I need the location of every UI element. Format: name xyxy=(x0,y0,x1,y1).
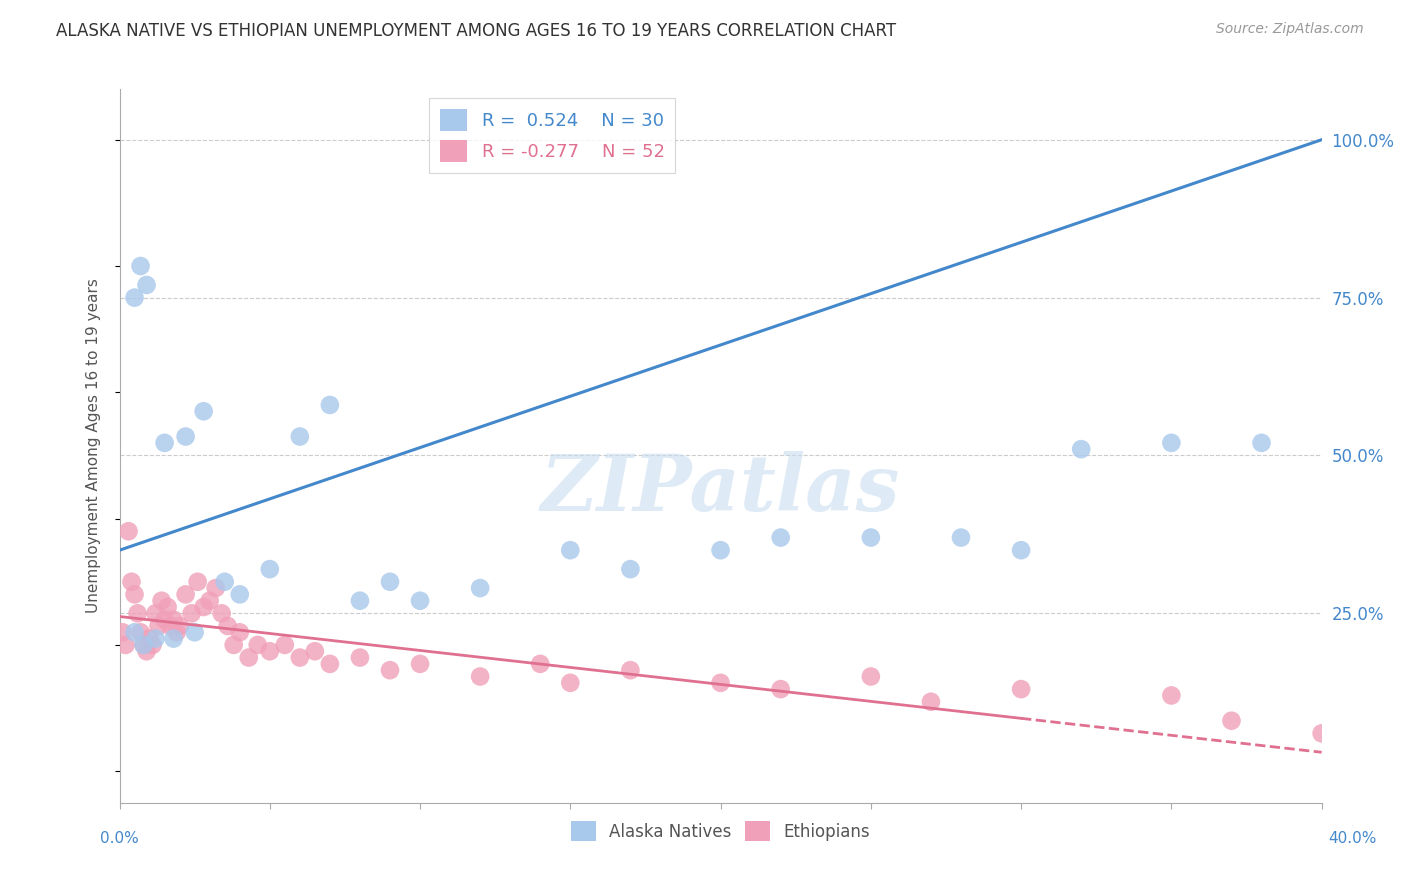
Point xyxy=(950,531,973,545)
Point xyxy=(709,543,731,558)
Point xyxy=(222,638,245,652)
Point xyxy=(468,669,492,683)
Point xyxy=(132,638,155,652)
Point xyxy=(124,587,146,601)
Point xyxy=(127,607,149,621)
Point xyxy=(769,682,792,697)
Point xyxy=(148,619,170,633)
Point xyxy=(183,625,205,640)
Point xyxy=(162,613,184,627)
Point xyxy=(214,574,236,589)
Point xyxy=(619,663,641,677)
Point xyxy=(709,675,731,690)
Point xyxy=(1310,726,1333,740)
Point xyxy=(211,607,233,621)
Point xyxy=(769,531,792,545)
Point xyxy=(409,593,432,607)
Point xyxy=(135,277,157,292)
Point xyxy=(174,429,197,443)
Point xyxy=(228,625,252,640)
Point xyxy=(174,587,197,601)
Point xyxy=(560,675,582,690)
Point xyxy=(129,259,152,273)
Point xyxy=(529,657,551,671)
Point xyxy=(1010,682,1032,697)
Point xyxy=(114,638,136,652)
Point xyxy=(288,429,311,443)
Point xyxy=(288,650,311,665)
Point xyxy=(217,619,239,633)
Point xyxy=(468,581,492,595)
Text: ZIPatlas: ZIPatlas xyxy=(541,450,900,527)
Point xyxy=(259,644,281,658)
Point xyxy=(159,619,181,633)
Point xyxy=(319,657,342,671)
Point xyxy=(560,543,582,558)
Point xyxy=(619,562,641,576)
Point xyxy=(124,291,146,305)
Point xyxy=(153,435,176,450)
Point xyxy=(135,644,157,658)
Point xyxy=(156,600,179,615)
Point xyxy=(1220,714,1243,728)
Point xyxy=(166,625,188,640)
Point xyxy=(111,625,134,640)
Point xyxy=(121,574,143,589)
Point xyxy=(238,650,260,665)
Point xyxy=(859,531,882,545)
Point xyxy=(409,657,432,671)
Text: Source: ZipAtlas.com: Source: ZipAtlas.com xyxy=(1216,22,1364,37)
Point xyxy=(1070,442,1092,457)
Point xyxy=(204,581,226,595)
Point xyxy=(145,632,167,646)
Point xyxy=(920,695,942,709)
Point xyxy=(129,625,152,640)
Point xyxy=(162,632,184,646)
Point xyxy=(1250,435,1272,450)
Point xyxy=(138,632,160,646)
Point xyxy=(259,562,281,576)
Point xyxy=(132,638,155,652)
Point xyxy=(117,524,139,539)
Point xyxy=(124,625,146,640)
Text: ALASKA NATIVE VS ETHIOPIAN UNEMPLOYMENT AMONG AGES 16 TO 19 YEARS CORRELATION CH: ALASKA NATIVE VS ETHIOPIAN UNEMPLOYMENT … xyxy=(56,22,897,40)
Point xyxy=(187,574,209,589)
Text: 0.0%: 0.0% xyxy=(100,831,139,846)
Point xyxy=(142,638,165,652)
Point xyxy=(193,404,215,418)
Text: 40.0%: 40.0% xyxy=(1329,831,1376,846)
Point xyxy=(1010,543,1032,558)
Point xyxy=(198,593,221,607)
Point xyxy=(246,638,269,652)
Point xyxy=(1160,435,1182,450)
Point xyxy=(169,619,191,633)
Point xyxy=(349,650,371,665)
Point xyxy=(319,398,342,412)
Legend: Alaska Natives, Ethiopians: Alaska Natives, Ethiopians xyxy=(564,814,877,848)
Point xyxy=(378,663,401,677)
Point xyxy=(180,607,202,621)
Point xyxy=(349,593,371,607)
Point xyxy=(153,613,176,627)
Point xyxy=(274,638,297,652)
Y-axis label: Unemployment Among Ages 16 to 19 years: Unemployment Among Ages 16 to 19 years xyxy=(86,278,101,614)
Point xyxy=(1160,689,1182,703)
Point xyxy=(193,600,215,615)
Point xyxy=(228,587,252,601)
Point xyxy=(145,607,167,621)
Point xyxy=(859,669,882,683)
Point xyxy=(378,574,401,589)
Point xyxy=(304,644,326,658)
Point xyxy=(150,593,173,607)
